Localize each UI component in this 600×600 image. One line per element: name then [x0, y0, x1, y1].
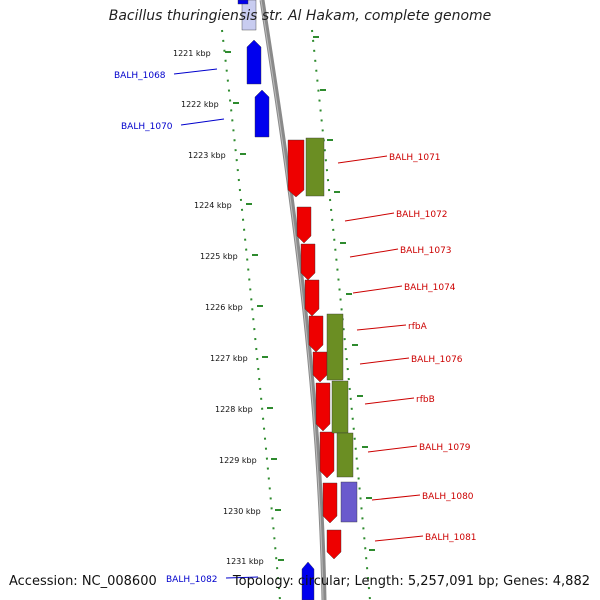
gene-label-rfbA[interactable]: rfbA [408, 322, 428, 332]
scale-label: 1228 kbp [215, 405, 253, 414]
genome-backbone [259, 0, 327, 600]
scale-label: 1223 kbp [188, 151, 226, 160]
gene-BALH_1068[interactable] [246, 39, 262, 85]
feature-olive[interactable] [326, 313, 344, 381]
leader-line [349, 248, 399, 258]
leader-line [356, 324, 407, 331]
leader-line [367, 445, 418, 453]
gene-label-BALH_1080[interactable]: BALH_1080 [422, 492, 474, 502]
feature-olive[interactable] [305, 137, 325, 197]
gene-label-BALH_1076[interactable]: BALH_1076 [411, 355, 463, 365]
leader-line [359, 357, 410, 365]
scale-label: 1222 kbp [181, 100, 219, 109]
scale-label: 1229 kbp [219, 456, 257, 465]
gene-label-BALH_1081[interactable]: BALH_1081 [425, 533, 477, 543]
gene-label-BALH_1074[interactable]: BALH_1074 [404, 283, 456, 293]
scale-label: 1230 kbp [223, 507, 261, 516]
gene-reverse-feature[interactable] [322, 482, 338, 524]
scale-label: 1227 kbp [210, 354, 248, 363]
leader-line [371, 494, 421, 501]
leader-line [352, 285, 403, 294]
leader-line [337, 155, 388, 164]
leader-line [225, 576, 259, 579]
gene-reverse-feature[interactable] [304, 279, 320, 317]
gene-label-BALH_1079[interactable]: BALH_1079 [419, 443, 471, 453]
scale-label: 1226 kbp [205, 303, 243, 312]
scale-label: 1224 kbp [194, 201, 232, 210]
genome-backbone-highlight [260, 0, 324, 600]
leader-line [364, 397, 415, 405]
leader-line [180, 118, 225, 126]
gene-label-rfbB[interactable]: rfbB [416, 395, 435, 405]
feature-olive[interactable] [336, 432, 354, 478]
gene-label-BALH_1071[interactable]: BALH_1071 [389, 153, 441, 163]
scale-ticks [225, 36, 375, 561]
scale-label: 1231 kbp [226, 557, 264, 566]
gene-reverse-feature[interactable] [326, 529, 342, 560]
accession-text: Accession: NC_008600 [9, 574, 157, 589]
leader-line [344, 212, 395, 222]
gene-reverse-feature[interactable] [312, 351, 328, 383]
scale-label: 1225 kbp [200, 252, 238, 261]
gene-features [237, 0, 358, 600]
gene-label-BALH_1073[interactable]: BALH_1073 [400, 246, 452, 256]
gene-label-BALH_1082[interactable]: BALH_1082 [166, 575, 218, 585]
gene-reverse-feature[interactable] [287, 139, 305, 198]
gene-reverse-feature[interactable] [319, 431, 335, 479]
gene-BALH_1070[interactable] [254, 89, 270, 138]
gene-reverse-feature[interactable] [296, 206, 312, 244]
leader-line [374, 535, 424, 542]
gene-reverse-feature[interactable] [300, 243, 316, 281]
scale-label: 1221 kbp [173, 49, 211, 58]
partial-gene-box[interactable] [241, 0, 257, 31]
gene-reverse-feature[interactable] [308, 315, 324, 353]
genome-summary-text: Topology: circular; Length: 5,257,091 bp… [232, 574, 590, 589]
gene-labels: BALH_1068 BALH_1070 BALH_1082 BALH_1071 BALH… [114, 68, 477, 585]
gene-label-BALH_1070[interactable]: BALH_1070 [121, 122, 173, 132]
feature-olive[interactable] [331, 380, 349, 434]
leader-line [173, 68, 218, 75]
feature-purple[interactable] [340, 481, 358, 523]
partial-gene-top[interactable] [237, 0, 249, 5]
gene-label-BALH_1072[interactable]: BALH_1072 [396, 210, 448, 220]
gene-label-BALH_1068[interactable]: BALH_1068 [114, 71, 166, 81]
page-title: Bacillus thuringiensis str. Al Hakam, co… [108, 8, 492, 24]
gene-BALH_1082[interactable] [301, 561, 315, 600]
scale-labels: 1221 kbp 1222 kbp 1223 kbp 1224 kbp 1225 kbp… [173, 49, 264, 566]
gene-reverse-feature[interactable] [315, 382, 331, 432]
